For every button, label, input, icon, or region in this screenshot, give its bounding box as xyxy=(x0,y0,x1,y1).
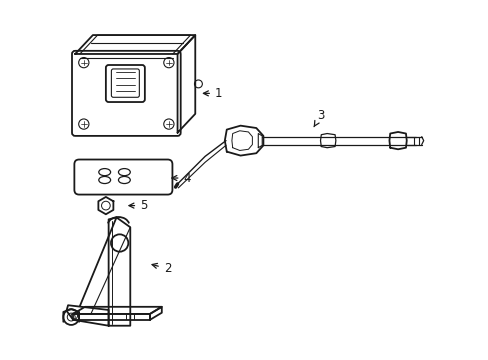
Text: 1: 1 xyxy=(203,87,222,100)
Text: 3: 3 xyxy=(313,108,324,127)
Text: 2: 2 xyxy=(152,262,171,275)
Text: 5: 5 xyxy=(129,199,147,212)
Text: 4: 4 xyxy=(171,171,191,185)
FancyBboxPatch shape xyxy=(111,69,139,97)
